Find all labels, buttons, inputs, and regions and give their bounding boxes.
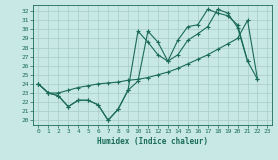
X-axis label: Humidex (Indice chaleur): Humidex (Indice chaleur) [97, 137, 208, 146]
